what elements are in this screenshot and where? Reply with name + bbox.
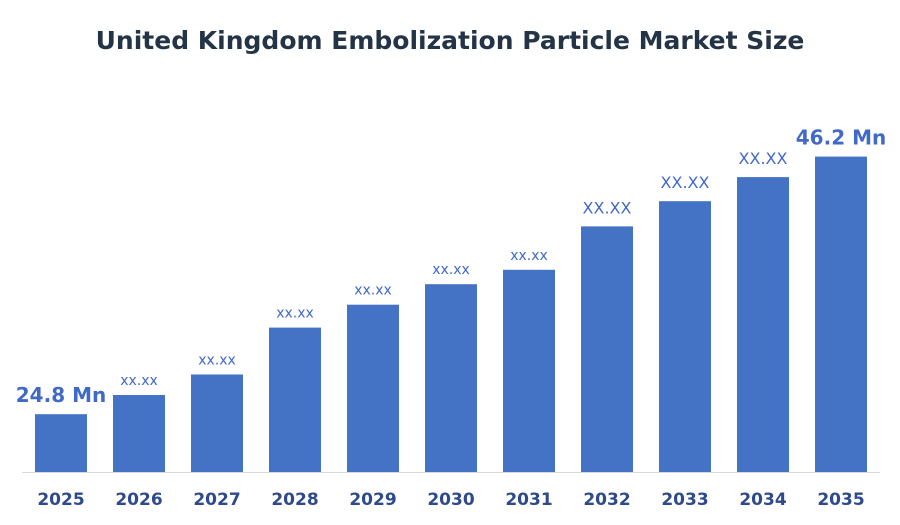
bar-2028 <box>269 327 321 472</box>
data-label-2034: XX.XX <box>739 149 788 168</box>
x-tick-label-2032: 2032 <box>583 490 630 510</box>
x-tick-label-2027: 2027 <box>193 490 240 510</box>
data-label-2035: 46.2 Mn <box>796 126 886 150</box>
x-tick-label-2029: 2029 <box>349 490 396 510</box>
x-tick-label-2031: 2031 <box>505 490 552 510</box>
bar-2034 <box>737 177 789 472</box>
bar-2035 <box>815 156 867 472</box>
data-label-2033: XX.XX <box>661 173 710 192</box>
data-label-2029: xx.xx <box>354 283 392 299</box>
bar-2033 <box>659 201 711 472</box>
bar-2027 <box>191 374 243 472</box>
bar-2029 <box>347 304 399 472</box>
bar-2030 <box>425 284 477 472</box>
data-label-2032: XX.XX <box>583 198 632 217</box>
bar-2025 <box>35 414 87 472</box>
data-label-2028: xx.xx <box>276 306 314 322</box>
data-label-2026: xx.xx <box>120 373 158 389</box>
x-tick-label-2034: 2034 <box>739 490 786 510</box>
data-label-2025: 24.8 Mn <box>16 383 106 407</box>
x-tick-label-2030: 2030 <box>427 490 474 510</box>
data-label-2027: xx.xx <box>198 353 236 369</box>
x-tick-label-2028: 2028 <box>271 490 318 510</box>
bar-2031 <box>503 269 555 472</box>
bar-2026 <box>113 395 165 472</box>
x-tick-label-2026: 2026 <box>115 490 162 510</box>
x-tick-label-2035: 2035 <box>817 490 864 510</box>
x-tick-label-2033: 2033 <box>661 490 708 510</box>
chart-title: United Kingdom Embolization Particle Mar… <box>95 26 805 55</box>
data-label-2030: xx.xx <box>432 262 470 278</box>
bar-2032 <box>581 226 633 472</box>
x-tick-label-2025: 2025 <box>37 490 84 510</box>
data-label-2031: xx.xx <box>510 248 548 264</box>
